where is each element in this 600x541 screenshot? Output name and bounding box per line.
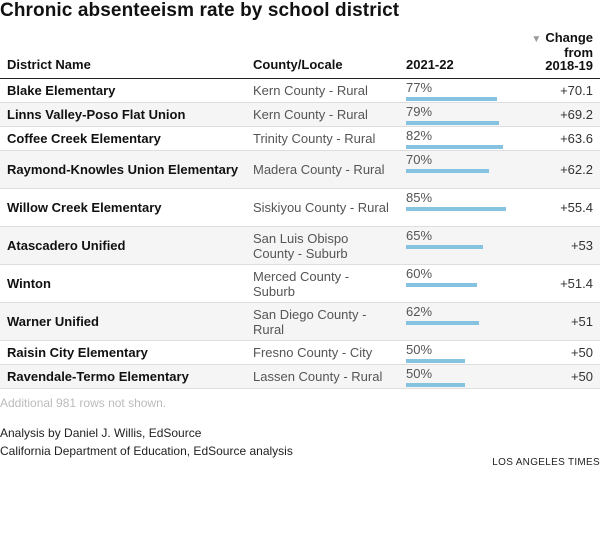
- rate-cell: 70%: [406, 151, 536, 188]
- county-locale: San Luis Obispo County - Suburb: [253, 230, 349, 261]
- rate-label: 79%: [406, 104, 433, 119]
- table-row: Atascadero Unified San Luis Obispo County…: [0, 227, 600, 265]
- rate-bar: [406, 383, 465, 387]
- table-row: Ravendale-Termo Elementary Lassen County …: [0, 365, 600, 389]
- column-header-change[interactable]: ▼ Change from 2018-19: [531, 31, 593, 72]
- chart-title: Chronic absenteeism rate by school distr…: [0, 0, 400, 21]
- rate-cell: 85%: [406, 189, 536, 226]
- rate-label: 60%: [406, 266, 433, 281]
- county-locale: Fresno County - City: [253, 345, 373, 360]
- table-row: Warner Unified San Diego County - Rural 62…: [0, 303, 600, 341]
- table-row: Winton Merced County - Suburb 60% +51.4: [0, 265, 600, 303]
- rate-bar: [406, 321, 479, 325]
- change-value: +55.4: [560, 200, 593, 215]
- rate-label: 62%: [406, 304, 433, 319]
- rate-label: 50%: [406, 342, 433, 357]
- table-header: District Name County/Locale 2021-22 ▼ Cha…: [0, 30, 600, 79]
- rate-cell: 50%: [406, 365, 536, 388]
- table-row: Willow Creek Elementary Siskiyou County -…: [0, 189, 600, 227]
- district-name: Willow Creek Elementary: [7, 200, 162, 215]
- district-name: Blake Elementary: [7, 83, 116, 98]
- rate-bar: [406, 359, 465, 363]
- rate-bar: [406, 97, 497, 101]
- rate-bar: [406, 283, 477, 287]
- district-name: Raisin City Elementary: [7, 345, 148, 360]
- change-header-line-2: from: [564, 45, 593, 60]
- source-credit: California Department of Education, EdSo…: [0, 444, 293, 458]
- rate-cell: 50%: [406, 341, 536, 364]
- column-header-county[interactable]: County/Locale: [253, 57, 343, 72]
- change-value: +63.6: [560, 131, 593, 146]
- district-name: Atascadero Unified: [7, 238, 126, 253]
- table-row: Raymond-Knowles Union Elementary Madera C…: [0, 151, 600, 189]
- rate-label: 70%: [406, 152, 433, 167]
- county-locale: Siskiyou County - Rural: [253, 200, 389, 215]
- county-locale: San Diego County - Rural: [253, 306, 367, 337]
- column-header-rate[interactable]: 2021-22: [406, 57, 454, 72]
- change-header-line-1: Change: [545, 30, 593, 45]
- rate-label: 85%: [406, 190, 433, 205]
- district-name: Winton: [7, 276, 51, 291]
- sort-descending-icon: ▼: [531, 34, 542, 45]
- table-row: Linns Valley-Poso Flat Union Kern County …: [0, 103, 600, 127]
- rate-bar: [406, 121, 499, 125]
- rate-label: 65%: [406, 228, 433, 243]
- column-header-district[interactable]: District Name: [7, 57, 91, 72]
- county-locale: Merced County - Suburb: [253, 268, 350, 299]
- rate-bar: [406, 245, 483, 249]
- change-header-line-3: 2018-19: [545, 58, 593, 73]
- county-locale: Madera County - Rural: [253, 162, 385, 177]
- rate-cell: 79%: [406, 103, 536, 126]
- county-locale: Kern County - Rural: [253, 107, 368, 122]
- table-row: Raisin City Elementary Fresno County - Ci…: [0, 341, 600, 365]
- change-value: +69.2: [560, 107, 593, 122]
- change-value: +50: [570, 345, 593, 360]
- table-row: Coffee Creek Elementary Trinity County - …: [0, 127, 600, 151]
- district-name: Raymond-Knowles Union Elementary: [7, 162, 239, 177]
- rate-cell: 60%: [406, 265, 536, 302]
- change-value: +62.2: [560, 162, 593, 177]
- county-locale: Trinity County - Rural: [253, 131, 376, 146]
- change-value: +70.1: [560, 83, 593, 98]
- change-value: +51.4: [560, 276, 593, 291]
- analysis-credit: Analysis by Daniel J. Willis, EdSource: [0, 426, 202, 440]
- county-locale: Lassen County - Rural: [253, 369, 383, 384]
- change-value: +51: [570, 314, 593, 329]
- rate-label: 50%: [406, 366, 433, 381]
- district-name: Warner Unified: [7, 314, 99, 329]
- rate-cell: 77%: [406, 79, 536, 102]
- district-name: Coffee Creek Elementary: [7, 131, 161, 146]
- county-locale: Kern County - Rural: [253, 83, 368, 98]
- district-name: Ravendale-Termo Elementary: [7, 369, 189, 384]
- rate-label: 77%: [406, 80, 433, 95]
- district-name: Linns Valley-Poso Flat Union: [7, 107, 186, 122]
- rate-cell: 82%: [406, 127, 536, 150]
- rate-bar: [406, 145, 503, 149]
- rate-label: 82%: [406, 128, 433, 143]
- change-value: +50: [570, 369, 593, 384]
- rate-bar: [406, 207, 506, 211]
- rate-bar: [406, 169, 489, 173]
- change-value: +53: [570, 238, 593, 253]
- table-body: Blake Elementary Kern County - Rural 77% +7…: [0, 79, 600, 389]
- table-row: Blake Elementary Kern County - Rural 77% +7…: [0, 79, 600, 103]
- publisher-logo: LOS ANGELES TIMES: [492, 457, 600, 468]
- rate-cell: 62%: [406, 303, 536, 340]
- rows-not-shown-note: Additional 981 rows not shown.: [0, 396, 167, 410]
- rate-cell: 65%: [406, 227, 536, 264]
